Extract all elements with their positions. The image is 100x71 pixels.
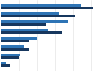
Bar xyxy=(0,54,20,56)
Bar xyxy=(0,29,48,31)
Bar xyxy=(0,37,36,40)
Bar xyxy=(0,7,93,9)
Bar xyxy=(0,64,10,67)
Bar xyxy=(0,23,46,26)
Bar xyxy=(0,4,81,7)
Bar xyxy=(0,12,59,15)
Bar xyxy=(0,31,62,34)
Bar xyxy=(0,40,29,42)
Bar xyxy=(0,45,24,48)
Bar xyxy=(0,20,68,23)
Bar xyxy=(0,15,75,17)
Bar xyxy=(0,56,18,59)
Bar xyxy=(0,62,6,64)
Bar xyxy=(0,48,29,51)
